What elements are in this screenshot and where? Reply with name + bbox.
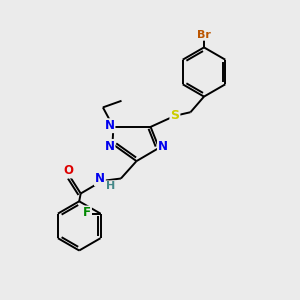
Text: H: H (106, 181, 115, 191)
Text: N: N (95, 172, 105, 185)
Text: S: S (170, 109, 179, 122)
Text: N: N (104, 140, 115, 153)
Text: F: F (83, 206, 91, 220)
Text: N: N (158, 140, 168, 153)
Text: Br: Br (197, 30, 211, 40)
Text: N: N (104, 119, 115, 132)
Text: O: O (64, 164, 74, 178)
